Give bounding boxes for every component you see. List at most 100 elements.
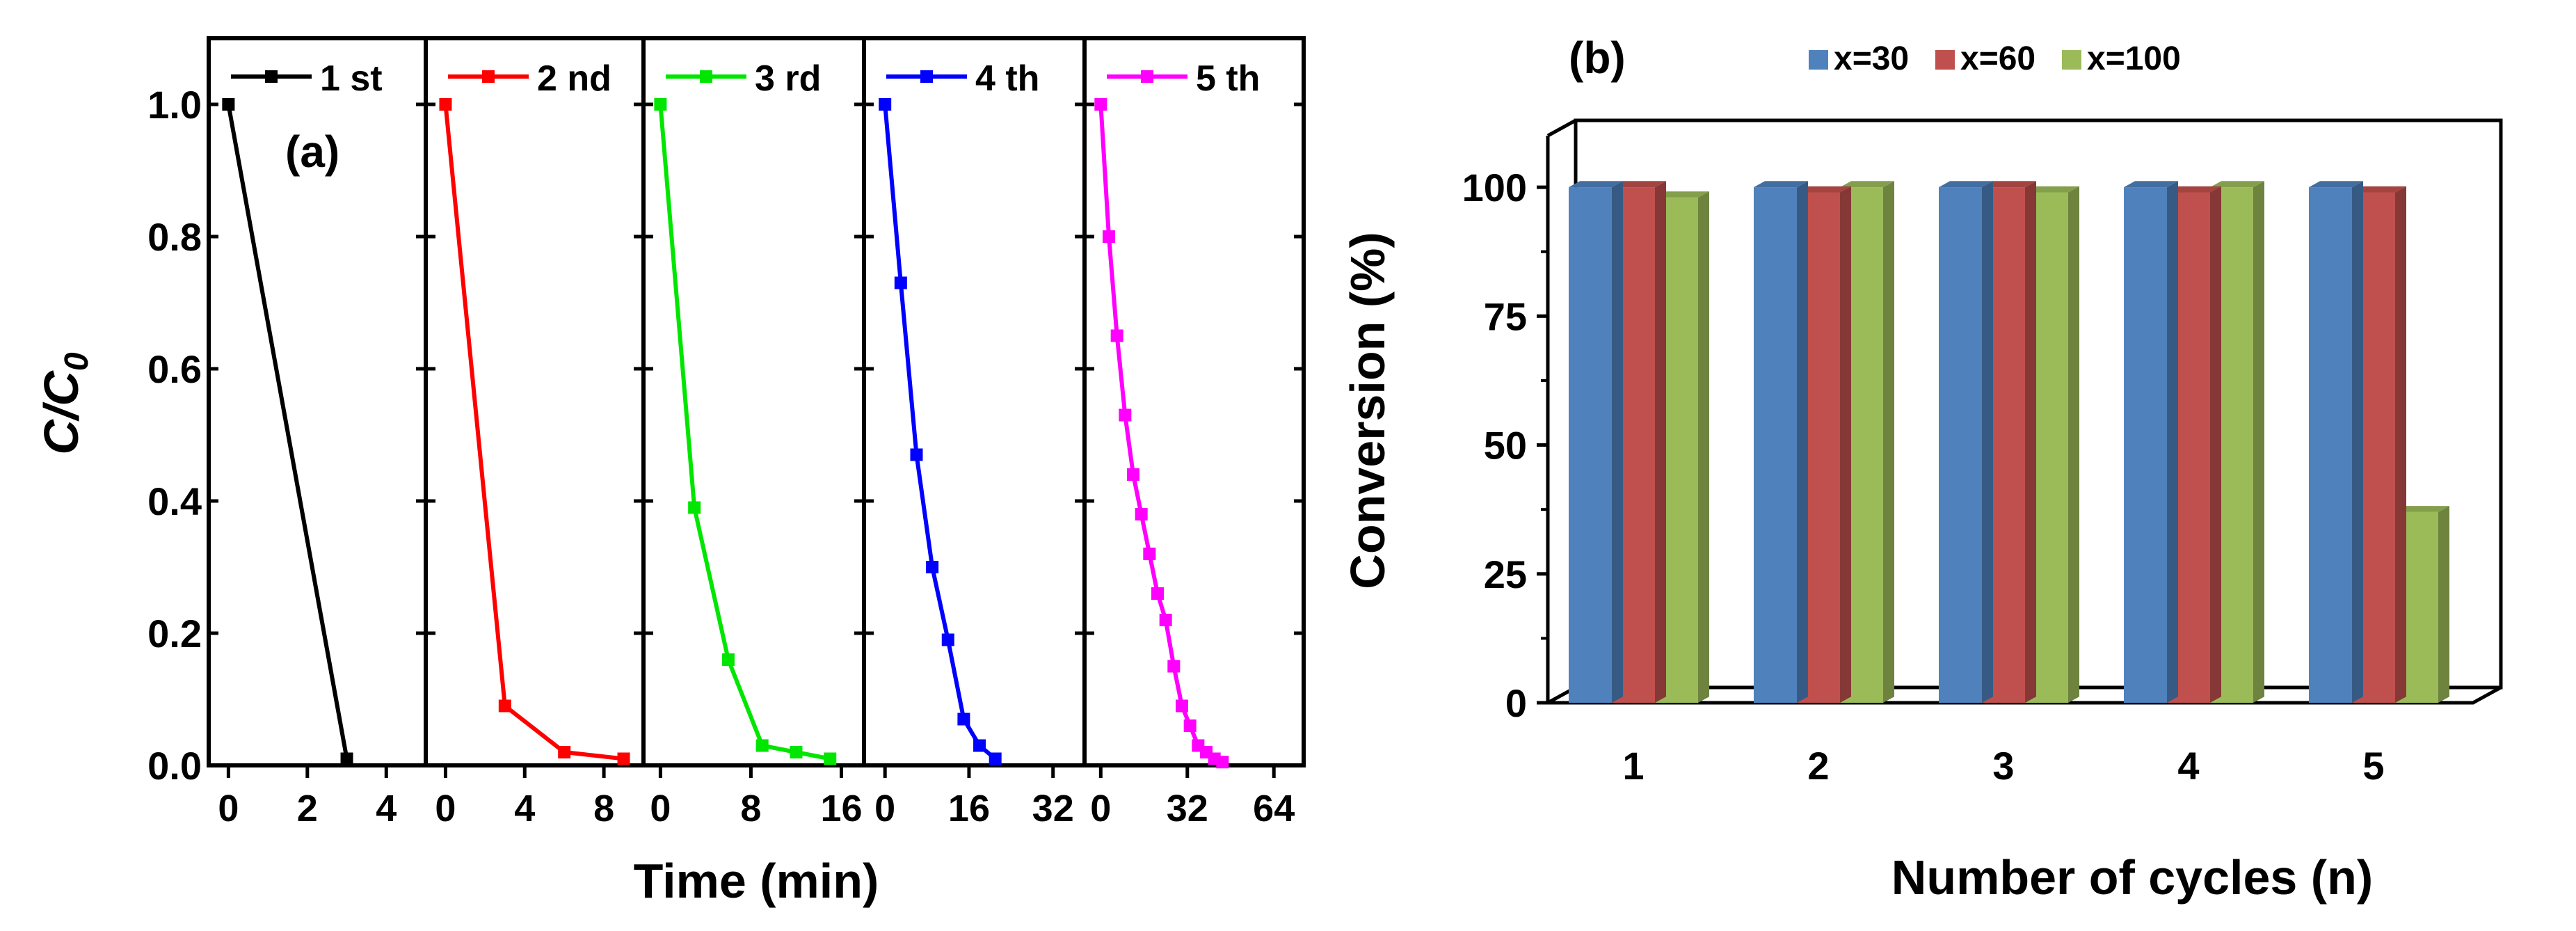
y-tick-label: 100 (1462, 166, 1527, 209)
data-point (439, 98, 452, 111)
data-point (973, 739, 986, 752)
x-tick-label: 4 (514, 788, 535, 829)
data-point (498, 699, 511, 713)
data-point (1183, 719, 1197, 732)
bar-x=30-cycle-5 (2309, 181, 2363, 703)
x-tick-label: 1 (1622, 744, 1644, 788)
x-tick-label: 3 (1992, 744, 2014, 788)
bar-top (1797, 186, 1851, 193)
x-tick-label: 16 (820, 788, 862, 829)
data-point (910, 448, 923, 461)
subplot-3: 0 8 16 3 rd (641, 36, 866, 829)
bar-top (1840, 181, 1894, 188)
bar-top (2167, 186, 2221, 193)
y-label-wrap: Conversion (%) (1341, 232, 1395, 589)
data-point (688, 501, 701, 514)
subplots: 0 2 41 st0 4 82 nd0 8 163 rd0 16 324 th0 32 645 th (207, 36, 1306, 829)
legend-marker (920, 70, 933, 83)
legend-swatch (1809, 50, 1828, 70)
data-point (1135, 508, 1148, 520)
side-wall-edge (1546, 118, 1577, 138)
x-tick-label: 0 (218, 788, 239, 829)
bar-side (2025, 181, 2036, 703)
y-axis-ticks: 0.0 0.2 0.4 0.6 0.8 1.0 (147, 83, 202, 788)
subplot-5: 0 32 64 5 th (1082, 36, 1306, 829)
legend-marker (1141, 70, 1153, 83)
data-point (617, 752, 630, 765)
y-label-text: C/C0 (34, 352, 95, 455)
data-point (926, 561, 939, 573)
x-tick-label: 0 (1090, 788, 1111, 829)
x-tick-label: 16 (948, 788, 990, 829)
bar-top (2025, 186, 2079, 193)
bar-side (2352, 181, 2363, 703)
bar-top (1612, 181, 1666, 188)
x-tick-label: 4 (2177, 744, 2199, 788)
panel-label-b: (b) (1569, 33, 1626, 83)
subplot-frame (424, 36, 646, 767)
x-tick-label: 32 (1032, 788, 1074, 829)
x-axis-label: Time (min) (634, 854, 879, 908)
bar-front (2124, 187, 2167, 703)
data-point (1151, 587, 1164, 600)
legend-marker (482, 70, 495, 83)
legend-label: x=100 (2087, 40, 2181, 77)
x-axis-label: Number of cycles (n) (1891, 850, 2373, 905)
data-point (755, 739, 769, 752)
y-axis-label: C/C0 (34, 352, 95, 455)
y-tick-label: 0 (1505, 681, 1527, 725)
bar-x=30-cycle-3 (1939, 181, 1993, 703)
bars (1569, 181, 2449, 703)
y-tick-label: 1.0 (147, 83, 202, 127)
legend-marker (265, 70, 278, 83)
data-point (340, 752, 353, 765)
subplot-2: 0 4 8 2 nd (424, 36, 646, 829)
subplot-4: 0 16 32 4 th (862, 36, 1087, 829)
x-tick-label: 2 (1807, 744, 1829, 788)
series-line-3 (658, 104, 831, 761)
x-tick-label: 32 (1167, 788, 1208, 829)
bar-side (1655, 181, 1666, 703)
legend-label: x=30 (1834, 40, 1909, 77)
bar-top (1982, 181, 2036, 188)
y-tick-label: 0.2 (147, 612, 202, 655)
bar-x=30-cycle-2 (1754, 181, 1808, 703)
x-tick-label: 5 (2362, 744, 2384, 788)
y-tick-label: 75 (1484, 294, 1527, 338)
x-tick-label: 8 (740, 788, 761, 829)
data-point (1167, 660, 1181, 673)
y-axis-label-group: Conversion (%) (1341, 232, 1395, 589)
subplot-frame (641, 36, 866, 767)
series-line-4 (883, 104, 997, 761)
x-tick-label: 2 (297, 788, 318, 829)
y-label-main: C/C0 (34, 352, 95, 455)
data-point (957, 713, 970, 726)
bar-top (1754, 181, 1808, 188)
legend-label: 4 th (975, 58, 1039, 99)
data-point (1127, 468, 1139, 481)
bar-top (2124, 181, 2178, 188)
data-point (1216, 756, 1229, 769)
legend: x=30 x=60 x=100 (1809, 40, 2181, 77)
bar-top (1939, 181, 1993, 188)
y-axis-ticks: 0 25 50 75 100 (1462, 166, 1548, 725)
legend-label: 5 th (1196, 58, 1260, 99)
panel-a-line-charts: C/C0 (a) 0.00.20.40.60.81.0 0 2 41 st0 4 82 … (34, 36, 1306, 908)
y-tick-label: 50 (1484, 424, 1527, 468)
bar-side (1982, 181, 1993, 703)
data-point (879, 98, 892, 111)
subplot-frame (862, 36, 1087, 767)
bar-side (2068, 186, 2079, 703)
x-tick-label: 0 (874, 788, 895, 829)
data-point (222, 98, 235, 111)
data-point (1143, 548, 1156, 560)
data-point (1110, 329, 1123, 342)
panel-label-a: (a) (285, 127, 339, 177)
subplot-frame (1082, 36, 1306, 767)
y-tick-label: 25 (1484, 552, 1527, 596)
bar-side (2253, 181, 2264, 703)
legend-label: 2 nd (537, 58, 611, 99)
x-tick-label: 4 (376, 788, 397, 829)
data-point (1103, 230, 1115, 243)
